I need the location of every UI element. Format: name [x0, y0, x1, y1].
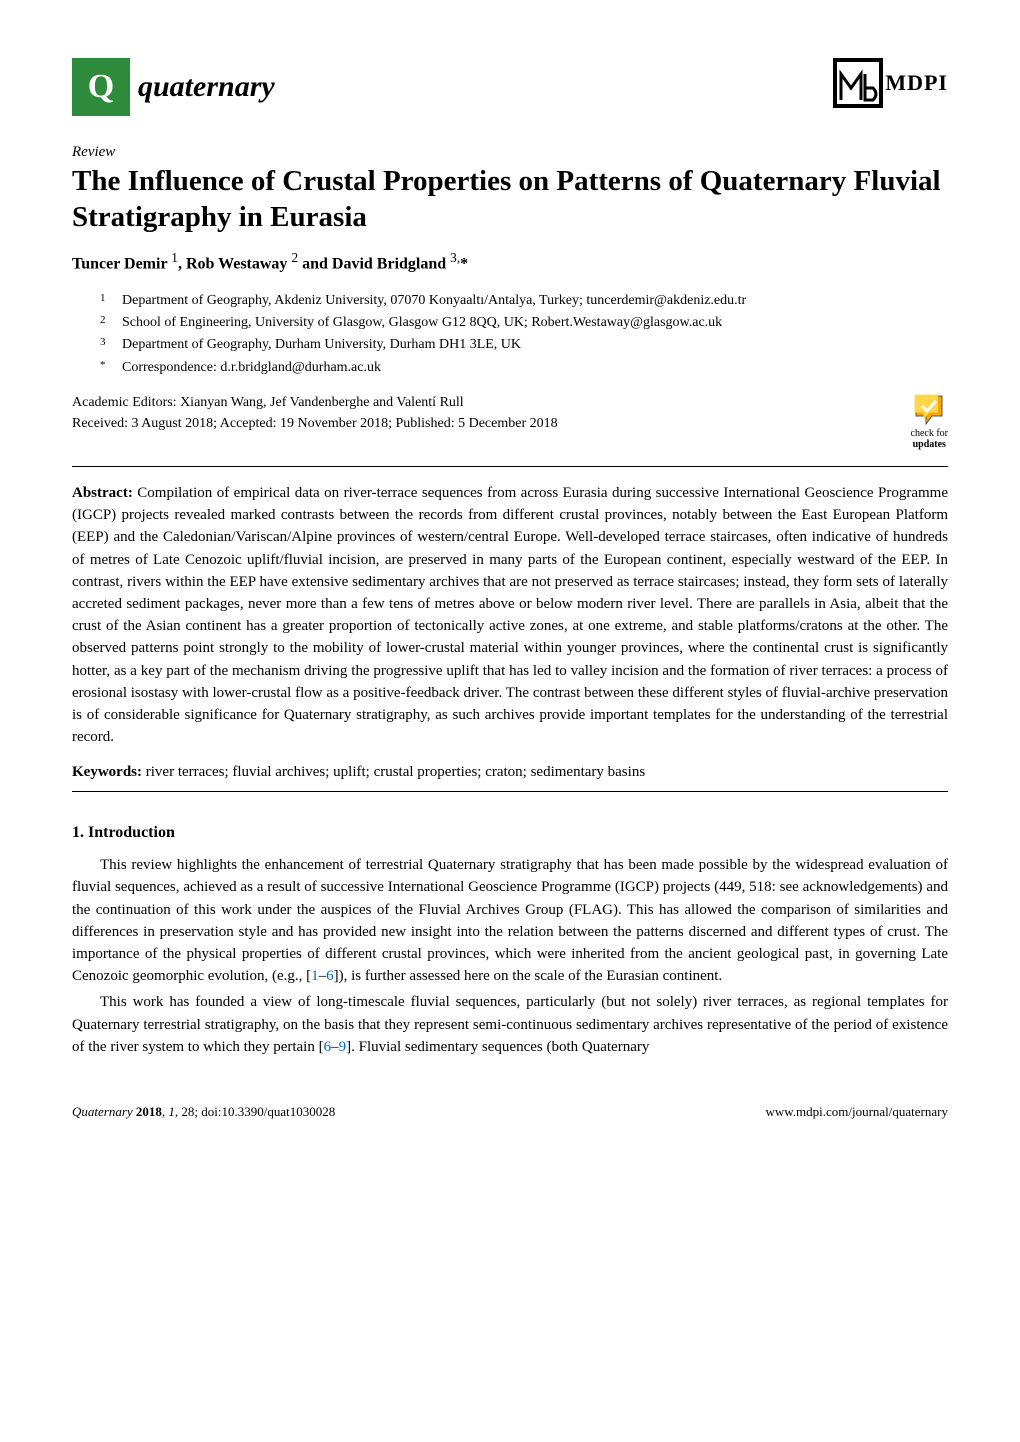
reference-link-6b[interactable]: 6 — [324, 1039, 332, 1055]
abstract-label: Abstract: — [72, 485, 133, 501]
affiliation-marker: * — [100, 358, 122, 378]
page: Q quaternary MDPI Review The Influence o… — [0, 0, 1020, 1160]
affiliation-text: Correspondence: d.r.bridgland@durham.ac.… — [122, 358, 948, 378]
editor-block: Academic Editors: Xianyan Wang, Jef Vand… — [72, 392, 558, 434]
ref-dash: – — [331, 1039, 339, 1055]
affiliation-row: *Correspondence: d.r.bridgland@durham.ac… — [100, 358, 948, 378]
divider — [72, 791, 948, 792]
affiliation-marker: 1 — [100, 291, 122, 311]
abstract-text: Compilation of empirical data on river-t… — [72, 485, 948, 745]
intro-paragraph-2: This work has founded a view of long-tim… — [72, 991, 948, 1058]
academic-editors: Academic Editors: Xianyan Wang, Jef Vand… — [72, 392, 558, 413]
authors: Tuncer Demir 1, Rob Westaway 2 and David… — [72, 250, 948, 273]
intro-paragraph-1: This review highlights the enhancement o… — [72, 854, 948, 987]
para1-text-a: This review highlights the enhancement o… — [72, 857, 948, 984]
publisher-logo: MDPI — [833, 58, 948, 108]
section-heading-1: 1. Introduction — [72, 824, 948, 842]
journal-logo: Q quaternary — [72, 58, 275, 116]
affiliation-row: 1Department of Geography, Akdeniz Univer… — [100, 291, 948, 311]
divider — [72, 466, 948, 467]
check-updates-text1: check for — [911, 428, 948, 439]
publisher-name: MDPI — [885, 70, 948, 96]
check-updates-icon — [912, 392, 946, 426]
keywords: Keywords: river terraces; fluvial archiv… — [72, 764, 948, 781]
reference-link-1[interactable]: 1 — [311, 968, 319, 984]
journal-logo-badge: Q — [72, 58, 130, 116]
para2-text-b: ]. Fluvial sedimentary sequences (both Q… — [346, 1039, 649, 1055]
mdpi-icon — [833, 58, 883, 108]
affiliation-marker: 3 — [100, 335, 122, 355]
reference-link-9[interactable]: 9 — [339, 1039, 347, 1055]
editor-row: Academic Editors: Xianyan Wang, Jef Vand… — [72, 392, 948, 450]
check-for-updates-badge[interactable]: check for updates — [911, 392, 948, 450]
ref-dash: – — [319, 968, 327, 984]
affiliation-row: 3Department of Geography, Durham Univers… — [100, 335, 948, 355]
footer-url[interactable]: www.mdpi.com/journal/quaternary — [765, 1104, 948, 1120]
article-type: Review — [72, 144, 948, 161]
affiliation-row: 2School of Engineering, University of Gl… — [100, 313, 948, 333]
check-updates-text2: updates — [911, 439, 948, 450]
affiliations: 1Department of Geography, Akdeniz Univer… — [100, 291, 948, 378]
abstract: Abstract: Compilation of empirical data … — [72, 482, 948, 748]
para1-text-b: ]), is further assessed here on the scal… — [334, 968, 723, 984]
publication-dates: Received: 3 August 2018; Accepted: 19 No… — [72, 413, 558, 434]
footer: Quaternary 2018, 1, 28; doi:10.3390/quat… — [72, 1104, 948, 1120]
header: Q quaternary MDPI — [72, 58, 948, 116]
affiliation-text: Department of Geography, Akdeniz Univers… — [122, 291, 948, 311]
affiliation-text: School of Engineering, University of Gla… — [122, 313, 948, 333]
footer-citation: Quaternary 2018, 1, 28; doi:10.3390/quat… — [72, 1104, 335, 1120]
article-title: The Influence of Crustal Properties on P… — [72, 163, 948, 236]
keywords-text: river terraces; fluvial archives; uplift… — [146, 764, 645, 780]
affiliation-marker: 2 — [100, 313, 122, 333]
journal-name: quaternary — [138, 70, 275, 104]
keywords-label: Keywords: — [72, 764, 142, 780]
reference-link-6[interactable]: 6 — [326, 968, 334, 984]
affiliation-text: Department of Geography, Durham Universi… — [122, 335, 948, 355]
